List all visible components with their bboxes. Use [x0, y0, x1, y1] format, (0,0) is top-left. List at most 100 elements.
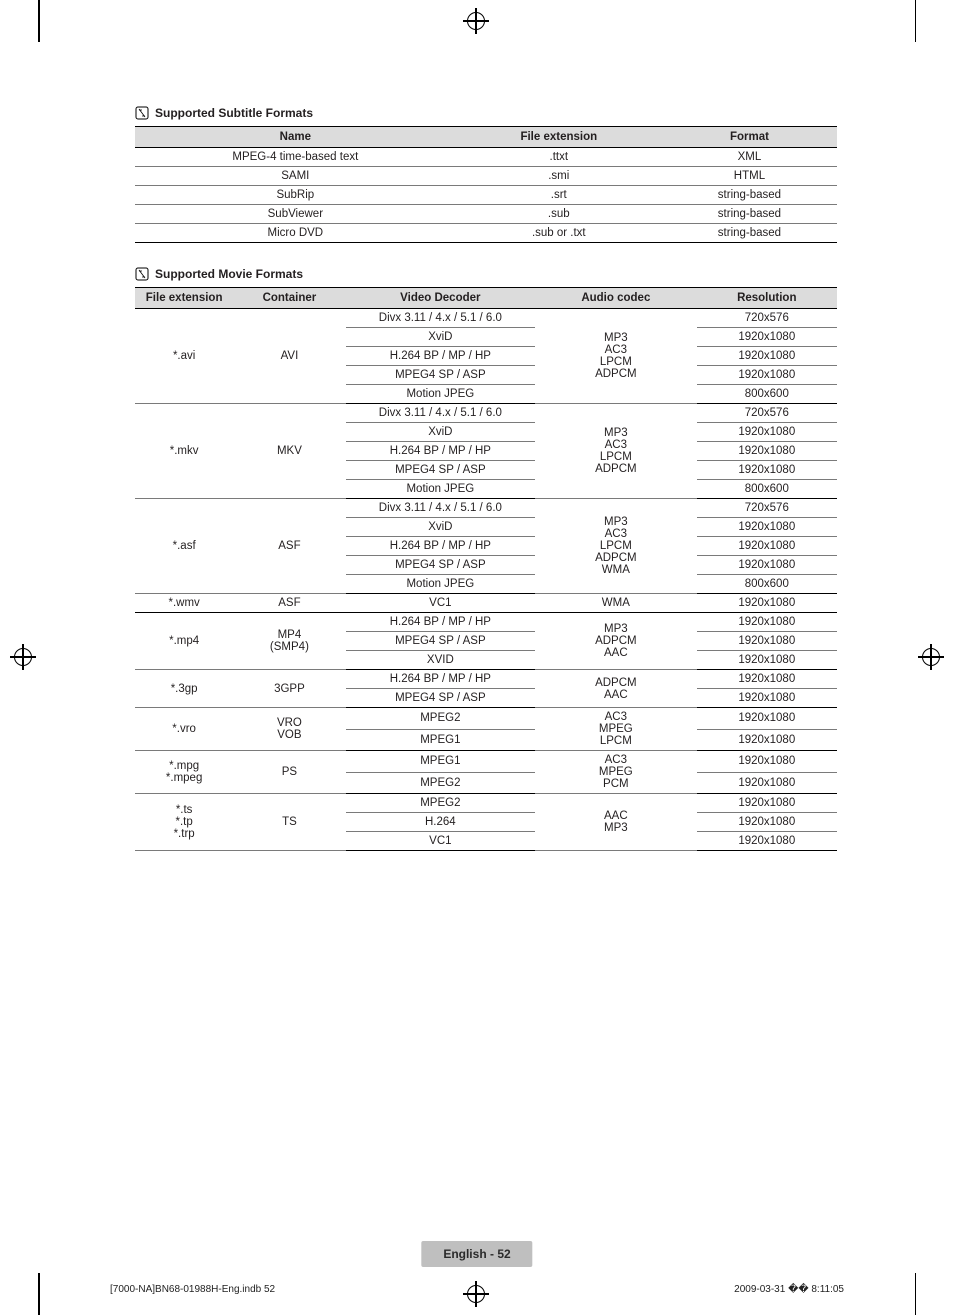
cell-decoder: Divx 3.11 / 4.x / 5.1 / 6.0 — [346, 404, 536, 423]
cell-decoder: MPEG1 — [346, 751, 536, 773]
cell-audio: AACMP3 — [535, 794, 696, 851]
crop-mark — [38, 0, 40, 42]
cell-resolution: 1920x1080 — [697, 537, 837, 556]
cell-resolution: 1920x1080 — [697, 813, 837, 832]
cell-resolution: 1920x1080 — [697, 772, 837, 794]
cell-decoder: MPEG1 — [346, 729, 536, 751]
cell-audio: AC3MPEGLPCM — [535, 708, 696, 751]
note-icon — [135, 106, 149, 120]
cell-resolution: 1920x1080 — [697, 594, 837, 613]
cell-resolution: 1920x1080 — [697, 708, 837, 730]
cell-decoder: XviD — [346, 423, 536, 442]
cell-container: 3GPP — [233, 670, 345, 708]
cell-container: MKV — [233, 404, 345, 499]
cell-resolution: 1920x1080 — [697, 832, 837, 851]
cell-decoder: XVID — [346, 651, 536, 670]
table-cell: string-based — [662, 205, 837, 224]
col-ext: File extension — [456, 127, 662, 148]
cell-ext: *.mp4 — [135, 613, 233, 670]
cell-decoder: H.264 BP / MP / HP — [346, 537, 536, 556]
table-cell: .ttxt — [456, 148, 662, 167]
registration-mark — [467, 12, 485, 30]
registration-mark — [922, 648, 940, 666]
cell-ext: *.mkv — [135, 404, 233, 499]
table-cell: SubViewer — [135, 205, 456, 224]
cell-decoder: Motion JPEG — [346, 575, 536, 594]
cell-ext: *.ts*.tp*.trp — [135, 794, 233, 851]
col-decoder: Video Decoder — [346, 288, 536, 309]
table-row: *.mpg*.mpegPSMPEG1AC3MPEGPCM1920x1080 — [135, 751, 837, 773]
registration-mark — [14, 648, 32, 666]
section-title-text: Supported Subtitle Formats — [155, 106, 313, 120]
cell-container: MP4(SMP4) — [233, 613, 345, 670]
cell-container: VROVOB — [233, 708, 345, 751]
cell-decoder: MPEG4 SP / ASP — [346, 556, 536, 575]
cell-decoder: VC1 — [346, 832, 536, 851]
cell-container: TS — [233, 794, 345, 851]
cell-resolution: 1920x1080 — [697, 729, 837, 751]
cell-audio: WMA — [535, 594, 696, 613]
cell-decoder: H.264 BP / MP / HP — [346, 670, 536, 689]
cell-resolution: 800x600 — [697, 575, 837, 594]
table-cell: HTML — [662, 167, 837, 186]
col-name: Name — [135, 127, 456, 148]
footer-filename: [7000-NA]BN68-01988H-Eng.indb 52 — [110, 1284, 275, 1295]
cell-decoder: H.264 BP / MP / HP — [346, 442, 536, 461]
cell-resolution: 1920x1080 — [697, 670, 837, 689]
table-row: SAMI.smiHTML — [135, 167, 837, 186]
table-cell: string-based — [662, 224, 837, 243]
cell-decoder: MPEG4 SP / ASP — [346, 461, 536, 480]
cell-resolution: 1920x1080 — [697, 347, 837, 366]
cell-container: PS — [233, 751, 345, 794]
table-cell: .sub — [456, 205, 662, 224]
cell-decoder: MPEG2 — [346, 772, 536, 794]
table-row: *.3gp3GPPH.264 BP / MP / HPADPCMAAC1920x… — [135, 670, 837, 689]
cell-decoder: XviD — [346, 328, 536, 347]
cell-resolution: 800x600 — [697, 480, 837, 499]
movie-formats-table: File extension Container Video Decoder A… — [135, 287, 837, 851]
cell-decoder: VC1 — [346, 594, 536, 613]
cell-resolution: 720x576 — [697, 309, 837, 328]
cell-decoder: Divx 3.11 / 4.x / 5.1 / 6.0 — [346, 309, 536, 328]
table-cell: .smi — [456, 167, 662, 186]
cell-resolution: 1920x1080 — [697, 328, 837, 347]
col-ext: File extension — [135, 288, 233, 309]
badge-sep: - — [487, 1247, 498, 1261]
table-row: *.mkvMKVDivx 3.11 / 4.x / 5.1 / 6.0MP3AC… — [135, 404, 837, 423]
subtitle-formats-table: Name File extension Format MPEG-4 time-b… — [135, 126, 837, 243]
table-cell: SAMI — [135, 167, 456, 186]
table-row: *.wmvASFVC1WMA1920x1080 — [135, 594, 837, 613]
cell-ext: *.vro — [135, 708, 233, 751]
page-number-badge: English - 52 — [421, 1241, 532, 1267]
cell-decoder: MPEG2 — [346, 794, 536, 813]
cell-audio: MP3AC3LPCMADPCM — [535, 309, 696, 404]
section-title-subtitles: Supported Subtitle Formats — [135, 106, 837, 120]
cell-ext: *.asf — [135, 499, 233, 594]
footer-timestamp: 2009-03-31 �� 8:11:05 — [734, 1284, 844, 1295]
table-cell: .srt — [456, 186, 662, 205]
badge-lang: English — [443, 1247, 486, 1261]
cell-decoder: MPEG4 SP / ASP — [346, 632, 536, 651]
registration-mark — [467, 1285, 485, 1303]
cell-resolution: 1920x1080 — [697, 794, 837, 813]
cell-audio: ADPCMAAC — [535, 670, 696, 708]
section-title-text: Supported Movie Formats — [155, 267, 303, 281]
table-cell: XML — [662, 148, 837, 167]
table-cell: Micro DVD — [135, 224, 456, 243]
col-container: Container — [233, 288, 345, 309]
table-row: *.ts*.tp*.trpTSMPEG2AACMP31920x1080 — [135, 794, 837, 813]
cell-resolution: 1920x1080 — [697, 689, 837, 708]
table-row: *.aviAVIDivx 3.11 / 4.x / 5.1 / 6.0MP3AC… — [135, 309, 837, 328]
cell-container: AVI — [233, 309, 345, 404]
cell-container: ASF — [233, 594, 345, 613]
cell-resolution: 1920x1080 — [697, 461, 837, 480]
cell-ext: *.avi — [135, 309, 233, 404]
cell-ext: *.mpg*.mpeg — [135, 751, 233, 794]
col-audio: Audio codec — [535, 288, 696, 309]
table-cell: MPEG-4 time-based text — [135, 148, 456, 167]
cell-container: ASF — [233, 499, 345, 594]
cell-resolution: 1920x1080 — [697, 651, 837, 670]
cell-decoder: H.264 BP / MP / HP — [346, 347, 536, 366]
crop-mark — [915, 0, 917, 42]
cell-resolution: 1920x1080 — [697, 442, 837, 461]
